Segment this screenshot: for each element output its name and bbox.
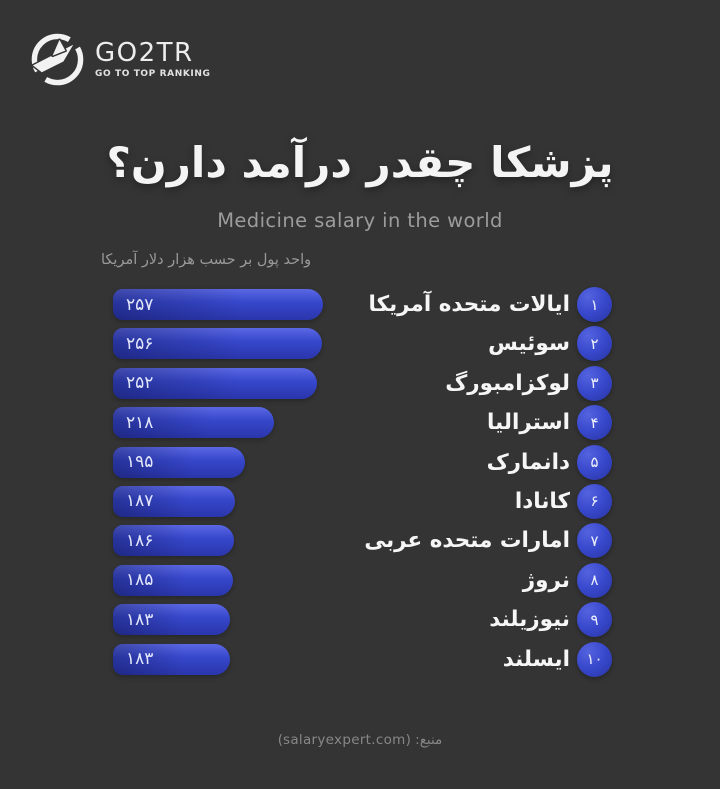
salary-bar: ۱۸۳ xyxy=(113,604,230,636)
page-title: پزشکا چقدر درآمد دارن؟ xyxy=(106,138,614,187)
bar-value-label: ۱۸۷ xyxy=(126,491,154,512)
country-label: ایالات متحده آمریکا xyxy=(368,292,571,317)
rank-badge: ۲ xyxy=(577,326,612,362)
source-credit: منبع: (salaryexpert.com) xyxy=(277,732,443,748)
brand-logo: GO2TR GO TO TOP RANKING xyxy=(29,31,210,88)
bar-chart: ۲۵۷ ایالات متحده آمریکا ۱ ۲۵۶ سوئیس ۲ ۲۵۲ لوکزا… xyxy=(0,287,720,683)
country-label: امارات متحده عربی xyxy=(364,528,570,554)
airplane-logo-icon xyxy=(29,31,86,88)
country-label: سوئیس xyxy=(488,331,570,357)
country-label: دانمارک xyxy=(486,449,570,475)
bar-value-label: ۱۸۳ xyxy=(126,609,154,630)
rank-badge: ۶ xyxy=(577,483,612,519)
chart-row: ۲۵۶ سوئیس ۲ xyxy=(0,326,720,362)
chart-row: ۲۱۸ استرالیا ۴ xyxy=(0,405,720,441)
chart-row: ۱۹۵ دانمارک ۵ xyxy=(0,444,720,480)
country-label: ایسلند xyxy=(502,646,570,672)
country-label: لوکزامبورگ xyxy=(445,370,570,396)
rank-badge: ۱۰ xyxy=(577,641,612,677)
chart-row: ۱۸۳ نیوزیلند ۹ xyxy=(0,602,720,638)
rank-badge: ۴ xyxy=(577,405,612,441)
bar-value-label: ۲۱۸ xyxy=(126,412,154,433)
bar-value-label: ۲۵۲ xyxy=(126,373,154,394)
chart-row: ۱۸۵ نروژ ۸ xyxy=(0,562,720,598)
rank-badge: ۵ xyxy=(577,444,612,480)
brand-text: GO2TR GO TO TOP RANKING xyxy=(95,37,211,80)
salary-bar: ۲۵۷ xyxy=(113,289,323,320)
rank-badge: ۹ xyxy=(577,602,612,638)
rank-badge: ۸ xyxy=(577,562,612,598)
bar-value-label: ۱۸۵ xyxy=(126,570,154,591)
bar-value-label: ۱۸۳ xyxy=(126,649,154,670)
chart-row: ۱۸۶ امارات متحده عربی ۷ xyxy=(0,523,720,559)
rank-badge: ۱ xyxy=(577,287,612,322)
salary-bar: ۲۵۶ xyxy=(113,328,322,360)
chart-row: ۲۵۲ لوکزامبورگ ۳ xyxy=(0,365,720,401)
bar-value-label: ۱۹۵ xyxy=(126,452,154,473)
country-label: نروژ xyxy=(522,567,570,593)
brand-name: GO2TR xyxy=(95,37,194,68)
salary-bar: ۱۸۶ xyxy=(113,525,234,557)
bar-value-label: ۲۵۷ xyxy=(126,294,154,315)
brand-tagline: GO TO TOP RANKING xyxy=(95,69,211,80)
salary-bar: ۱۸۷ xyxy=(113,485,235,517)
rank-badge: ۷ xyxy=(577,523,612,559)
country-label: نیوزیلند xyxy=(489,607,570,633)
salary-bar: ۱۹۵ xyxy=(113,446,246,478)
rank-badge: ۳ xyxy=(577,365,612,401)
salary-bar: ۲۵۲ xyxy=(113,367,317,399)
bar-value-label: ۱۸۶ xyxy=(126,530,154,551)
salary-bar: ۲۱۸ xyxy=(113,407,274,439)
chart-row: ۱۸۳ ایسلند ۱۰ xyxy=(0,641,720,677)
unit-label: واحد پول بر حسب هزار دلار آمریکا xyxy=(101,252,312,268)
chart-row: ۱۸۷ کانادا ۶ xyxy=(0,483,720,519)
bar-value-label: ۲۵۶ xyxy=(126,333,154,354)
country-label: کانادا xyxy=(514,488,570,514)
salary-bar: ۱۸۵ xyxy=(113,564,233,596)
chart-row: ۲۵۷ ایالات متحده آمریکا ۱ xyxy=(0,287,720,322)
salary-bar: ۱۸۳ xyxy=(113,643,230,675)
country-label: استرالیا xyxy=(487,410,570,436)
page-subtitle: Medicine salary in the world xyxy=(217,209,503,232)
